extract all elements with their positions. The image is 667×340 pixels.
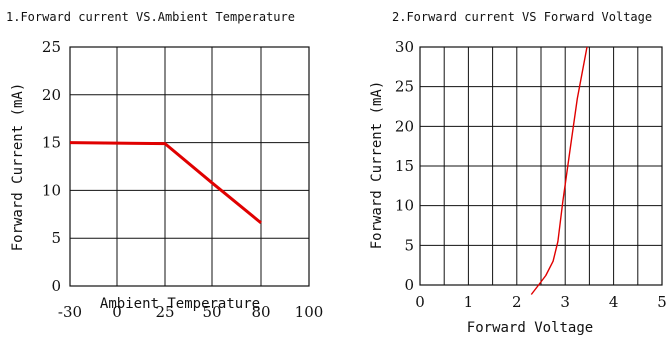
chart-1-series-line	[69, 141, 262, 225]
chart-2-y-ticks: 0 5 10 15 20 25 30	[395, 38, 414, 294]
chart-2-y-tick-label: 20	[395, 117, 414, 135]
chart-1-y-label: Forward Current (mA)	[10, 83, 26, 252]
chart-1-x-tick-label: 100	[295, 303, 324, 321]
chart-1-x-tick-label: 0	[112, 303, 122, 321]
chart-2-x-tick-label: 3	[560, 293, 570, 311]
chart-2-x-ticks: 0 1 2 3 4 5	[415, 293, 667, 311]
chart-2-y-tick-label: 15	[395, 157, 414, 175]
chart-2-x-tick-label: 0	[415, 293, 425, 311]
chart-1-y-tick-label: 0	[51, 277, 61, 295]
chart-2-frame	[419, 46, 663, 286]
chart-2-series	[530, 46, 588, 295]
chart-2-x-tick-label: 5	[657, 293, 667, 311]
chart-2-x-tick-label: 4	[609, 293, 619, 311]
chart-1-x-tick-label: -30	[58, 303, 82, 321]
chart-1-x-label: Ambient Temperature	[100, 296, 260, 312]
chart-2-x-tick-label: 1	[464, 293, 474, 311]
chart-2-y-tick-label: 30	[395, 38, 414, 56]
chart-1-x-ticks: -30 0 25 50 80 100	[58, 303, 323, 321]
chart-2-y-label: Forward Current (mA)	[369, 81, 385, 250]
chart-2-y-tick-label: 25	[395, 78, 414, 96]
chart-2-y-tick-label: 10	[395, 197, 414, 215]
chart-2-title: 2.Forward current VS Forward Voltage	[392, 10, 652, 24]
chart-2-grid	[419, 46, 663, 286]
chart-1-y-ticks: 0 5 10 15 20 25	[42, 38, 61, 295]
chart-1-y-tick-label: 25	[42, 38, 61, 56]
chart-2-y-tick-label: 0	[404, 276, 414, 294]
chart-2-series-line	[530, 46, 588, 295]
chart-1-title: 1.Forward current VS.Ambient Temperature	[6, 10, 295, 24]
chart-1-y-tick-label: 10	[42, 181, 61, 199]
chart-1-x-tick-label: 25	[155, 303, 174, 321]
chart-2: 2.Forward current VS Forward Voltage 0 1 2…	[369, 10, 667, 336]
chart-1-x-tick-label: 50	[202, 303, 221, 321]
chart-1-grid	[69, 46, 310, 287]
chart-1: 1.Forward current VS.Ambient Temperature…	[6, 10, 323, 321]
chart-1-frame	[69, 46, 310, 287]
chart-1-y-tick-label: 5	[51, 229, 61, 247]
chart-2-y-tick-label: 5	[404, 236, 414, 254]
chart-2-x-tick-label: 2	[512, 293, 522, 311]
chart-1-series	[69, 141, 262, 225]
chart-1-y-tick-label: 15	[42, 134, 61, 152]
chart-2-x-label: Forward Voltage	[467, 320, 593, 336]
chart-1-x-tick-label: 80	[251, 303, 270, 321]
chart-1-y-tick-label: 20	[42, 86, 61, 104]
